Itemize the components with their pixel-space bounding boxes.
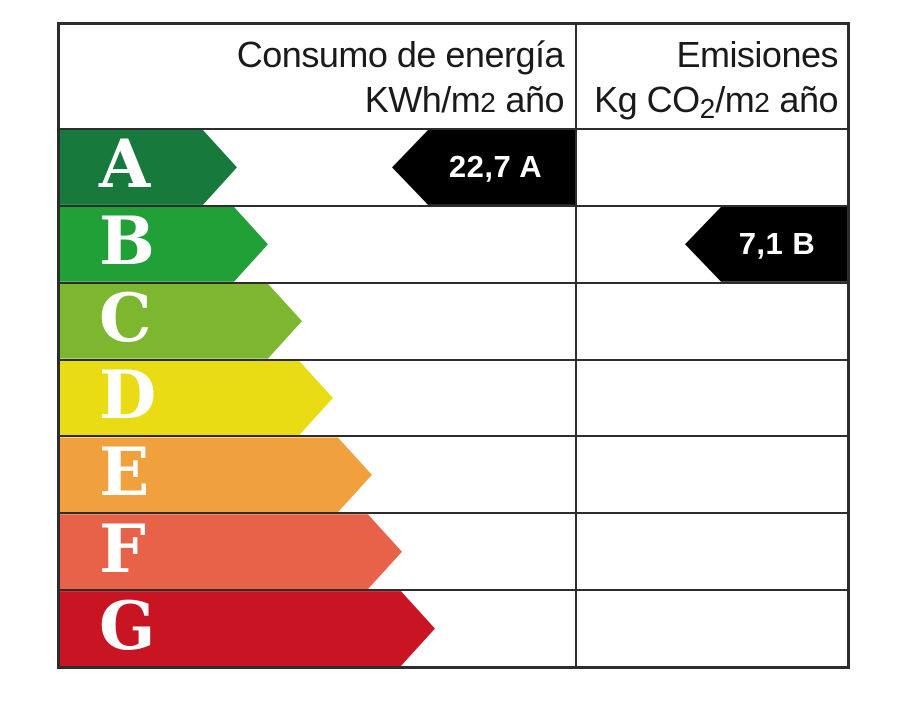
rating-row-a: A 22,7 A <box>60 128 847 205</box>
rating-row-b: B 7,1 B <box>60 204 847 282</box>
emissions-value-marker: 7,1 B <box>685 206 847 282</box>
emissions-value-marker-label: 7,1 B <box>738 226 816 262</box>
rating-arrow-a: A <box>60 130 237 205</box>
emissions-unit-subscript: 2 <box>699 93 716 125</box>
consumption-unit-exponent: 2 <box>480 87 496 118</box>
rating-letter-d: D <box>99 356 157 434</box>
rating-letter-e: E <box>99 432 150 511</box>
rating-arrow-c: C <box>60 284 302 359</box>
rating-arrow-d: D <box>60 361 333 436</box>
rating-letter-g: G <box>99 586 156 665</box>
rating-letter-b: B <box>99 202 155 281</box>
header-row: Consumo de energía KWh/m2 año Emisiones … <box>60 25 847 128</box>
emissions-header: Emisiones Kg CO2/m2 año <box>575 25 847 128</box>
consumption-value-marker: 22,7 A <box>392 130 577 205</box>
rating-letter-f: F <box>99 509 146 588</box>
consumption-header: Consumo de energía KWh/m2 año <box>60 25 575 128</box>
column-divider <box>575 25 577 666</box>
rating-letter-a: A <box>99 125 151 204</box>
rating-letter-c: C <box>99 279 152 358</box>
emissions-unit-exponent: 2 <box>754 87 770 118</box>
rating-arrow-f: F <box>60 514 402 589</box>
rating-arrow-b: B <box>60 207 268 282</box>
emissions-header-unit: Kg CO2/m2 año <box>594 79 838 125</box>
rating-row-c: C <box>60 281 847 359</box>
rating-row-d: D <box>60 358 847 436</box>
consumption-header-title: Consumo de energía <box>236 34 565 75</box>
consumption-value-marker-label: 22,7 A <box>448 149 543 185</box>
energy-efficiency-label: Consumo de energía KWh/m2 año Emisiones … <box>57 22 850 669</box>
rating-row-f: F <box>60 512 847 589</box>
consumption-header-unit: KWh/m2 año <box>364 79 565 120</box>
rating-arrow-g: G <box>60 591 435 666</box>
rating-row-e: E <box>60 435 847 512</box>
rating-row-g: G <box>60 589 847 666</box>
emissions-header-title: Emisiones <box>676 34 838 75</box>
rating-arrow-e: E <box>60 437 372 512</box>
